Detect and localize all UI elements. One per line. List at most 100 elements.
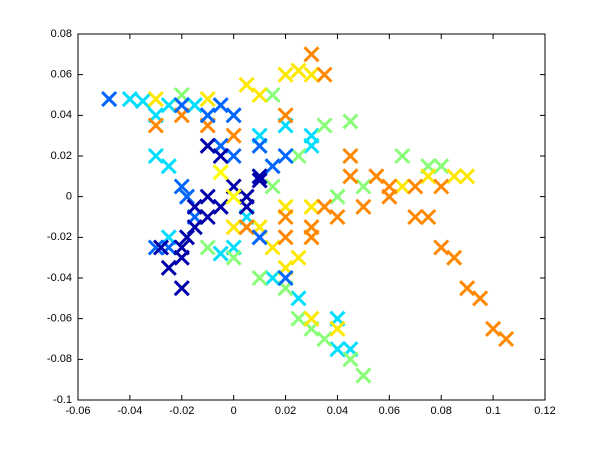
marker (407, 178, 424, 195)
marker (199, 239, 216, 256)
marker (433, 239, 450, 256)
marker (238, 198, 255, 215)
marker (251, 137, 268, 154)
marker (160, 259, 177, 276)
marker (342, 147, 359, 165)
marker (238, 76, 255, 93)
marker (225, 127, 242, 144)
marker (186, 97, 203, 114)
marker (290, 62, 307, 79)
marker (212, 97, 229, 114)
marker (329, 188, 346, 205)
x-tick-label: -0.04 (117, 405, 142, 417)
x-tick-label: -0.02 (169, 405, 194, 417)
marker (101, 91, 118, 108)
marker (381, 188, 398, 205)
marker (147, 91, 164, 108)
marker (238, 219, 255, 236)
marker (212, 245, 229, 262)
marker (329, 341, 346, 358)
marker (160, 158, 177, 175)
marker (459, 280, 476, 297)
marker (368, 168, 385, 185)
marker (264, 269, 281, 287)
marker (472, 290, 489, 307)
marker (121, 91, 138, 108)
x-tick-label: 0 (231, 405, 237, 417)
marker (277, 229, 294, 246)
marker (152, 239, 170, 256)
marker (329, 208, 346, 226)
marker (173, 178, 190, 195)
marker (147, 239, 164, 256)
marker (303, 310, 320, 327)
marker (134, 93, 151, 110)
marker (277, 208, 294, 226)
marker (433, 178, 450, 195)
marker (277, 107, 294, 124)
marker (147, 117, 164, 134)
marker (459, 168, 476, 185)
marker (264, 239, 281, 256)
marker (199, 137, 216, 154)
marker (290, 290, 307, 307)
marker (290, 249, 307, 266)
marker (277, 269, 294, 287)
marker (290, 310, 307, 327)
marker (355, 178, 372, 195)
marker (394, 147, 411, 165)
marker (303, 46, 320, 63)
marker (212, 164, 229, 181)
marker (225, 219, 242, 236)
x-tick-label: 0.06 (379, 405, 400, 417)
marker (303, 229, 320, 246)
marker (225, 107, 242, 124)
y-tick-label: -0.04 (47, 272, 72, 284)
y-tick-label: -0.08 (47, 353, 72, 365)
marker (225, 147, 242, 165)
marker (225, 188, 242, 205)
y-tick-label: 0.04 (51, 109, 72, 121)
plot-frame (77, 33, 546, 401)
marker (251, 172, 268, 189)
marker (178, 188, 196, 205)
x-tick-label: 0.1 (485, 405, 500, 417)
marker (290, 147, 307, 165)
marker (303, 137, 320, 154)
y-tick-label: 0.06 (51, 69, 72, 81)
marker (342, 113, 359, 130)
marker (485, 320, 502, 337)
marker (407, 208, 424, 226)
marker (316, 66, 333, 83)
marker (212, 198, 229, 215)
marker (178, 229, 196, 246)
y-tick-label: 0.02 (51, 150, 72, 162)
marker (264, 86, 281, 104)
marker (186, 219, 203, 236)
marker (342, 168, 359, 185)
marker (160, 97, 177, 114)
marker (316, 198, 333, 215)
marker (199, 91, 216, 108)
marker (355, 367, 372, 384)
x-tick-label: 0.02 (275, 405, 296, 417)
y-tick-label: -0.02 (47, 231, 72, 243)
marker (173, 97, 190, 114)
marker (173, 239, 190, 256)
y-tick-label: -0.06 (47, 313, 72, 325)
x-tick-label: -0.06 (65, 405, 90, 417)
marker (264, 158, 281, 175)
marker (355, 198, 372, 215)
marker (147, 147, 164, 165)
marker (212, 147, 229, 165)
marker (186, 198, 203, 215)
marker (446, 168, 463, 185)
marker (277, 147, 294, 165)
marker (251, 86, 268, 104)
x-tick-label: 0.12 (534, 405, 555, 417)
marker (173, 280, 190, 297)
x-tick-label: 0.08 (431, 405, 452, 417)
marker (420, 208, 437, 226)
marker (199, 188, 216, 205)
